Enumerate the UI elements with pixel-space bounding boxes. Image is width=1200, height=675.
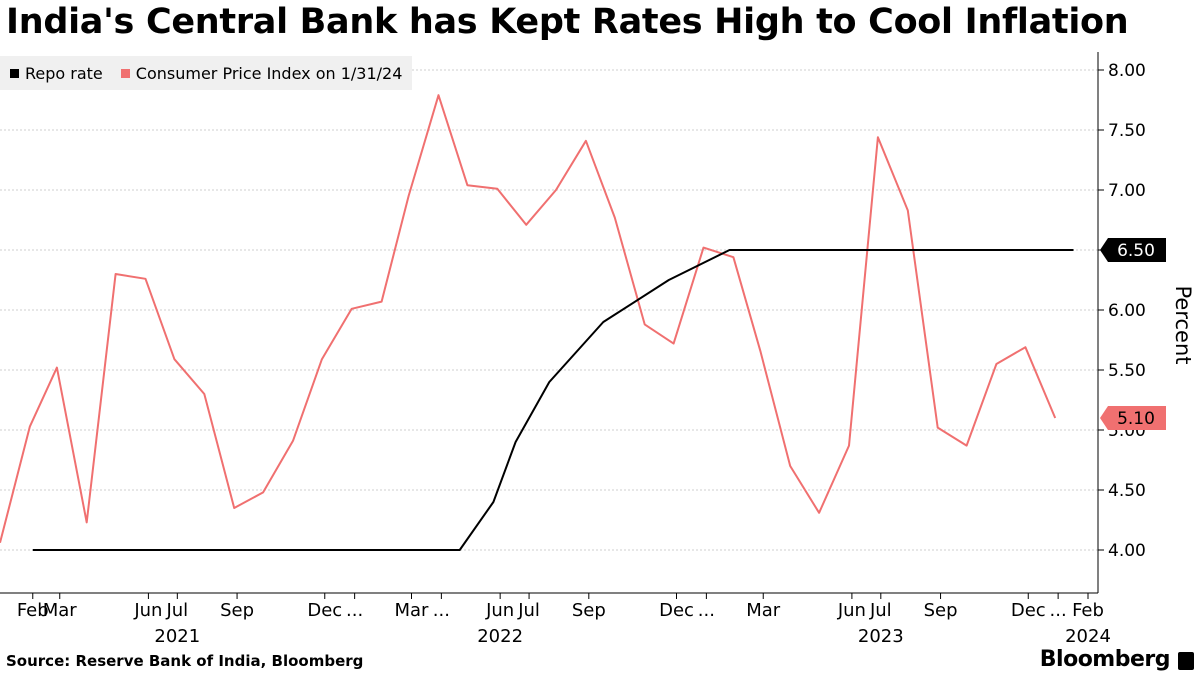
x-tick-label: Feb (1072, 600, 1104, 621)
x-tick-label: Sep (572, 600, 606, 621)
legend: Repo rate Consumer Price Index on 1/31/2… (0, 56, 413, 90)
x-tick-label: Feb (17, 600, 49, 621)
x-tick-label: Jun (837, 600, 866, 621)
legend-item-repo-rate: Repo rate (10, 64, 103, 83)
x-tick-label: ... (346, 600, 363, 621)
bloomberg-logo: Bloomberg (1039, 647, 1171, 672)
last-value-tag-cpi-shape (1100, 406, 1166, 430)
legend-label-cpi: Consumer Price Index on 1/31/24 (135, 63, 403, 83)
x-tick-label: Jul (165, 600, 188, 621)
x-tick-label: Sep (220, 600, 254, 621)
x-year-label: 2023 (858, 626, 904, 647)
chart-title: India's Central Bank has Kept Rates High… (6, 2, 1129, 42)
bloomberg-terminal-icon (1178, 652, 1194, 670)
x-tick-label: ... (1050, 600, 1067, 621)
last-value-tag-repo-rate: 6.50 (1100, 238, 1166, 262)
x-tick-label: Jul (517, 600, 540, 621)
y-tick-label: 4.00 (1108, 541, 1146, 561)
y-tick-label: 7.00 (1108, 181, 1146, 201)
x-tick-label: Dec (307, 600, 342, 621)
legend-swatch-cpi (120, 68, 130, 78)
x-tick-label: Jul (869, 600, 892, 621)
x-tick-label: ... (698, 600, 715, 621)
y-tick-label: 8.00 (1108, 61, 1146, 81)
last-value-tag-repo-rate-text: 6.50 (1117, 241, 1155, 261)
x-tick-label: Dec (659, 600, 694, 621)
y-axis-title: Percent (1171, 285, 1195, 364)
x-tick-label: Jun (485, 600, 514, 621)
series-line-repo-rate (32, 249, 1074, 551)
x-year-label: 2021 (154, 626, 200, 647)
source-note: Source: Reserve Bank of India, Bloomberg (6, 652, 364, 670)
x-year-label: 2024 (1065, 626, 1111, 647)
x-tick-label: Mar (395, 600, 430, 621)
last-value-tag-cpi-text: 5.10 (1117, 409, 1155, 429)
legend-item-cpi: Consumer Price Index on 1/31/24 (120, 63, 403, 83)
y-tick-label: 5.50 (1108, 361, 1146, 381)
x-year-label: 2022 (477, 626, 523, 647)
y-tick-label: 4.50 (1108, 481, 1146, 501)
legend-label-repo-rate: Repo rate (25, 63, 103, 83)
y-tick-label: 6.00 (1108, 301, 1146, 321)
y-tick-label: 7.50 (1108, 121, 1146, 141)
last-value-tag-repo-rate-shape (1100, 238, 1166, 262)
x-tick-label: Dec (1011, 600, 1046, 621)
x-tick-label: Sep (924, 600, 958, 621)
x-tick-label: Jun (133, 600, 162, 621)
last-value-tag-cpi: 5.10 (1100, 406, 1166, 430)
x-tick-label: Mar (43, 600, 78, 621)
plot-area (0, 52, 1098, 593)
legend-swatch-repo-rate (10, 68, 19, 78)
x-tick-label: ... (433, 600, 450, 621)
x-tick-label: Mar (746, 600, 781, 621)
series-line-cpi (0, 94, 1057, 544)
